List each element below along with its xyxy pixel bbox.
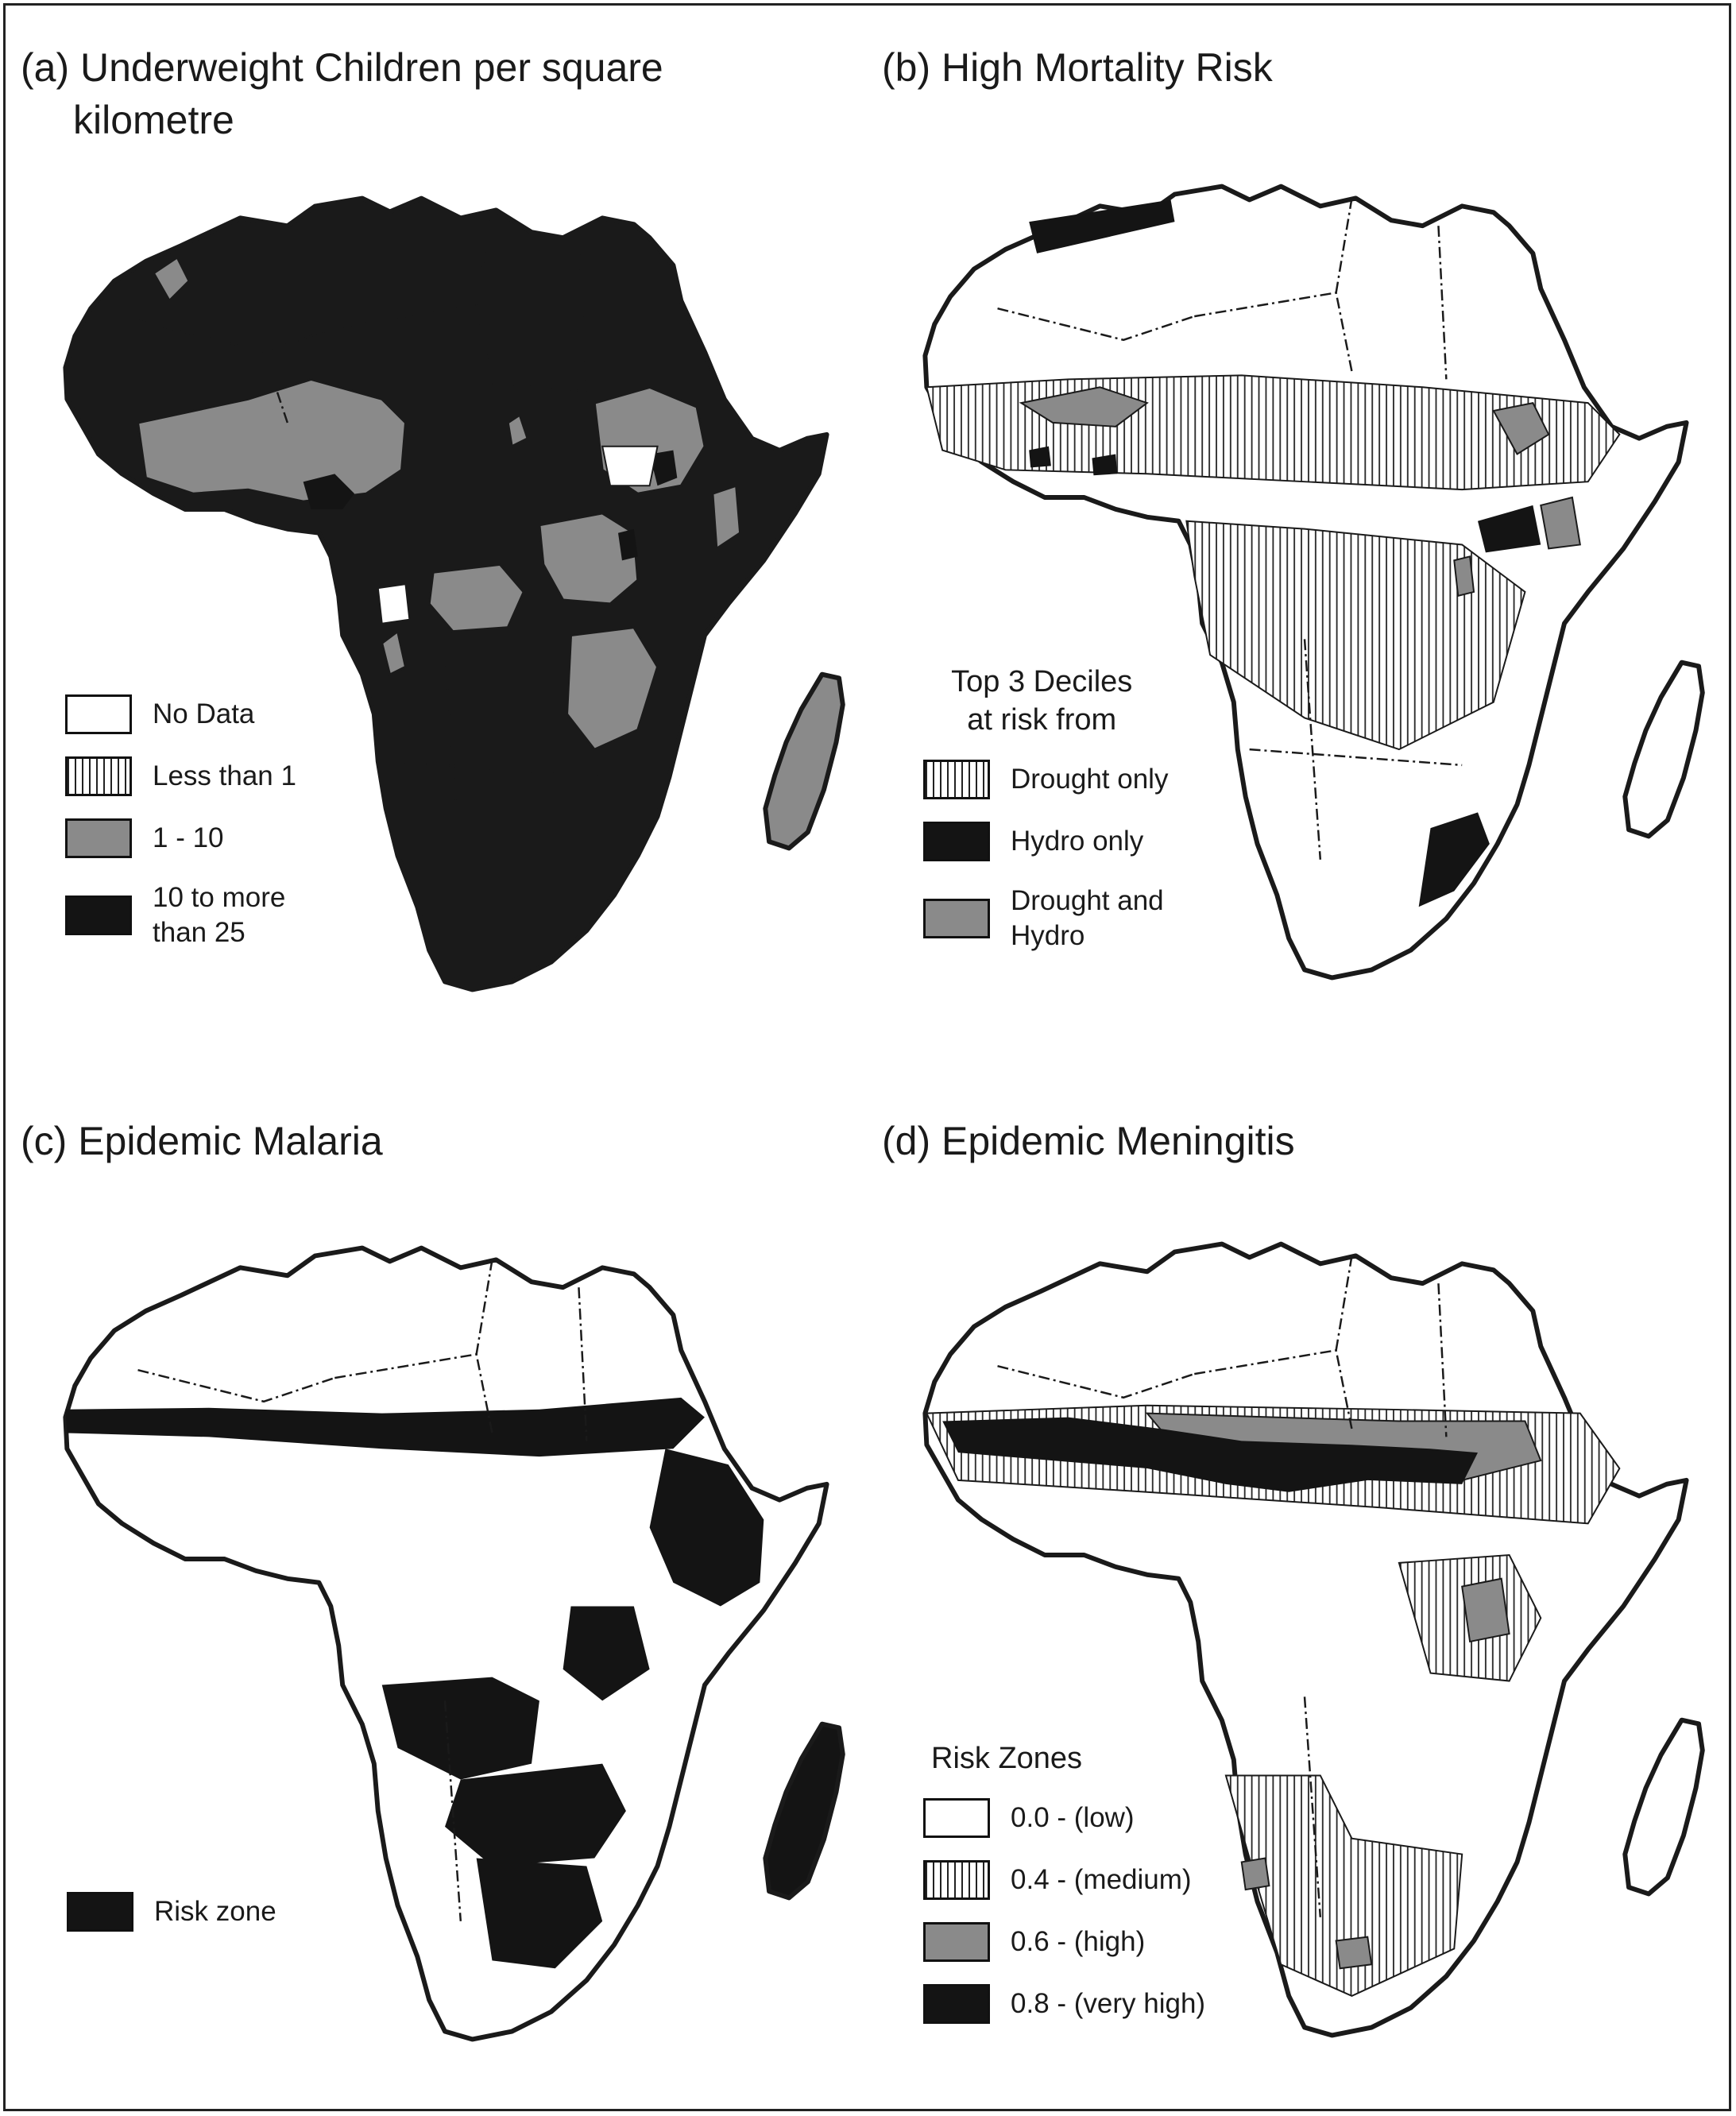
legend-label-line2: than 25 xyxy=(153,917,246,948)
legend-label: 0.0 - (low) xyxy=(1011,1802,1135,1833)
legend-label: Risk zone xyxy=(154,1896,276,1927)
legend-swatch-black xyxy=(65,896,132,935)
legend-item-medium: 0.4 - (medium) xyxy=(923,1860,1205,1900)
legend-item-10-to-25: 10 to more than 25 xyxy=(65,880,296,950)
legend-swatch-hatch xyxy=(923,760,990,799)
legend-label: No Data xyxy=(153,698,255,729)
legend-swatch-black xyxy=(67,1892,133,1932)
legend-title-line2: at risk from xyxy=(967,703,1117,737)
legend-label-two-line: 10 to more than 25 xyxy=(153,880,285,950)
panel-a-legend: No Data Less than 1 1 - 10 10 to more th… xyxy=(65,694,296,973)
legend-item-risk-zone: Risk zone xyxy=(67,1892,276,1932)
panel-b-map xyxy=(891,151,1718,1017)
panel-c-legend: Risk zone xyxy=(67,1892,276,1954)
legend-label-line1: 10 to more xyxy=(153,882,286,913)
panel-d-legend-title: Risk Zones xyxy=(931,1742,1083,1775)
legend-swatch-hatch xyxy=(923,1860,990,1900)
legend-label: Hydro only xyxy=(1011,826,1144,857)
panel-d-epidemic-meningitis: (d) Epidemic Meningitis Risk Zones 0.0 -… xyxy=(868,1058,1735,2115)
legend-item-1-10: 1 - 10 xyxy=(65,818,296,858)
legend-label-two-line: Drought and Hydro xyxy=(1011,884,1164,954)
legend-item-high: 0.6 - (high) xyxy=(923,1922,1205,1962)
legend-label: Less than 1 xyxy=(153,760,296,791)
panel-d-map xyxy=(891,1209,1718,2075)
panel-b-legend-title: Top 3 Deciles at risk from xyxy=(915,663,1168,739)
panel-a-title-line1: (a) Underweight Children per square xyxy=(21,45,663,90)
panel-b-legend: Top 3 Deciles at risk from Drought only … xyxy=(923,663,1168,976)
panel-a-title: (a) Underweight Children per square kilo… xyxy=(21,41,663,146)
panel-c-title: (c) Epidemic Malaria xyxy=(21,1119,383,1163)
panel-c-epidemic-malaria: (c) Epidemic Malaria Risk zone xyxy=(0,1058,868,2115)
legend-item-drought-and-hydro: Drought and Hydro xyxy=(923,884,1168,954)
legend-label: 0.8 - (very high) xyxy=(1011,1988,1206,2019)
panel-a-map xyxy=(32,163,858,1029)
legend-swatch-white xyxy=(65,694,132,734)
legend-title-line1: Top 3 Deciles xyxy=(951,665,1133,698)
legend-swatch-gray xyxy=(923,1922,990,1962)
legend-item-very-high: 0.8 - (very high) xyxy=(923,1984,1205,2024)
legend-label-line2: Hydro xyxy=(1011,920,1085,951)
legend-item-hydro-only: Hydro only xyxy=(923,822,1168,861)
legend-swatch-gray xyxy=(923,899,990,938)
panel-a-title-line2: kilometre xyxy=(73,98,234,142)
legend-swatch-white xyxy=(923,1798,990,1838)
legend-label: Drought only xyxy=(1011,764,1169,795)
panel-d-legend: Risk Zones 0.0 - (low) 0.4 - (medium) 0.… xyxy=(923,1739,1205,2046)
legend-swatch-black xyxy=(923,822,990,861)
legend-label: 1 - 10 xyxy=(153,822,224,853)
legend-swatch-gray xyxy=(65,818,132,858)
legend-item-low: 0.0 - (low) xyxy=(923,1798,1205,1838)
legend-label: 0.6 - (high) xyxy=(1011,1926,1146,1957)
panel-b-title: (b) High Mortality Risk xyxy=(882,45,1273,90)
legend-label-line1: Drought and xyxy=(1011,885,1164,916)
legend-item-no-data: No Data xyxy=(65,694,296,734)
legend-swatch-hatch xyxy=(65,756,132,796)
legend-item-drought-only: Drought only xyxy=(923,760,1168,799)
panel-b-high-mortality-risk: (b) High Mortality Risk T xyxy=(868,0,1735,1058)
figure-frame xyxy=(3,3,1731,2111)
panel-a-underweight-children: (a) Underweight Children per square kilo… xyxy=(0,0,868,1058)
panel-d-title: (d) Epidemic Meningitis xyxy=(882,1119,1295,1163)
legend-swatch-black xyxy=(923,1984,990,2024)
legend-item-less-than-1: Less than 1 xyxy=(65,756,296,796)
panel-c-map xyxy=(32,1213,858,2079)
legend-label: 0.4 - (medium) xyxy=(1011,1864,1192,1895)
